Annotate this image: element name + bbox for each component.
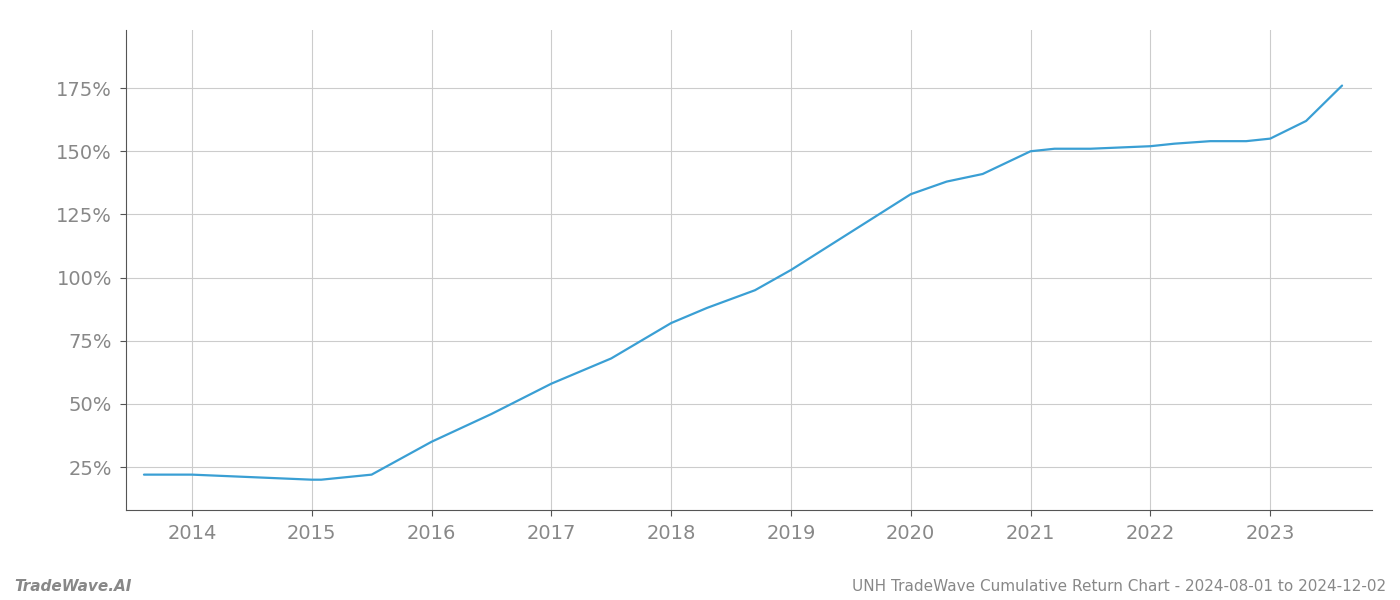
Text: UNH TradeWave Cumulative Return Chart - 2024-08-01 to 2024-12-02: UNH TradeWave Cumulative Return Chart - …	[851, 579, 1386, 594]
Text: TradeWave.AI: TradeWave.AI	[14, 579, 132, 594]
